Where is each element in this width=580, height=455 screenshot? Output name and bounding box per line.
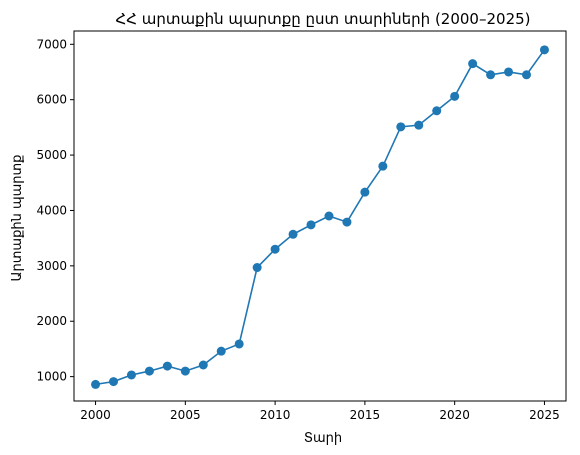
axes-frame [73, 30, 567, 402]
data-point [539, 45, 549, 55]
y-tick-label: 6000 [36, 93, 67, 107]
data-point [324, 211, 334, 221]
data-point [432, 106, 442, 116]
data-point [180, 366, 190, 376]
data-point [144, 366, 154, 376]
y-tick-label: 7000 [36, 37, 67, 51]
x-tick-label: 2015 [350, 408, 381, 422]
y-tick-label: 4000 [36, 203, 67, 217]
chart-title: ՀՀ արտաքին պարտքը ըստ տարիների (2000–202… [115, 10, 530, 28]
data-point [162, 361, 172, 371]
x-tick-label: 2020 [439, 408, 470, 422]
data-point [288, 229, 298, 239]
series-line [95, 49, 546, 386]
data-point [198, 360, 208, 370]
y-tick-label: 5000 [36, 148, 67, 162]
data-point [450, 91, 460, 101]
x-axis-label: Տարի [304, 431, 342, 446]
data-point [234, 339, 244, 349]
data-point [468, 59, 478, 69]
y-tick-label: 3000 [36, 259, 67, 273]
data-point [91, 379, 101, 389]
plot-area: 2000 2005 2010 2015 2020 2025 1000 2000 3000 4000… [36, 30, 567, 422]
data-point [486, 70, 496, 80]
data-point [109, 377, 119, 387]
y-tick-label: 1000 [36, 370, 67, 384]
data-point [306, 220, 316, 230]
data-point [396, 122, 406, 132]
x-tick-label: 2010 [260, 408, 291, 422]
data-point [414, 120, 424, 130]
x-tick-label: 2005 [170, 408, 201, 422]
data-point [521, 70, 531, 80]
data-point [252, 263, 262, 273]
x-tick-label: 2000 [80, 408, 111, 422]
y-axis-label: Արտաքին պարտք [10, 155, 25, 282]
data-point [216, 346, 226, 356]
data-point [270, 244, 280, 254]
data-point [126, 370, 136, 380]
y-tick-label: 2000 [36, 314, 67, 328]
data-point [378, 161, 388, 171]
data-point [342, 217, 352, 227]
data-point [504, 67, 514, 77]
x-tick-label: 2025 [529, 408, 560, 422]
data-point [360, 187, 370, 197]
